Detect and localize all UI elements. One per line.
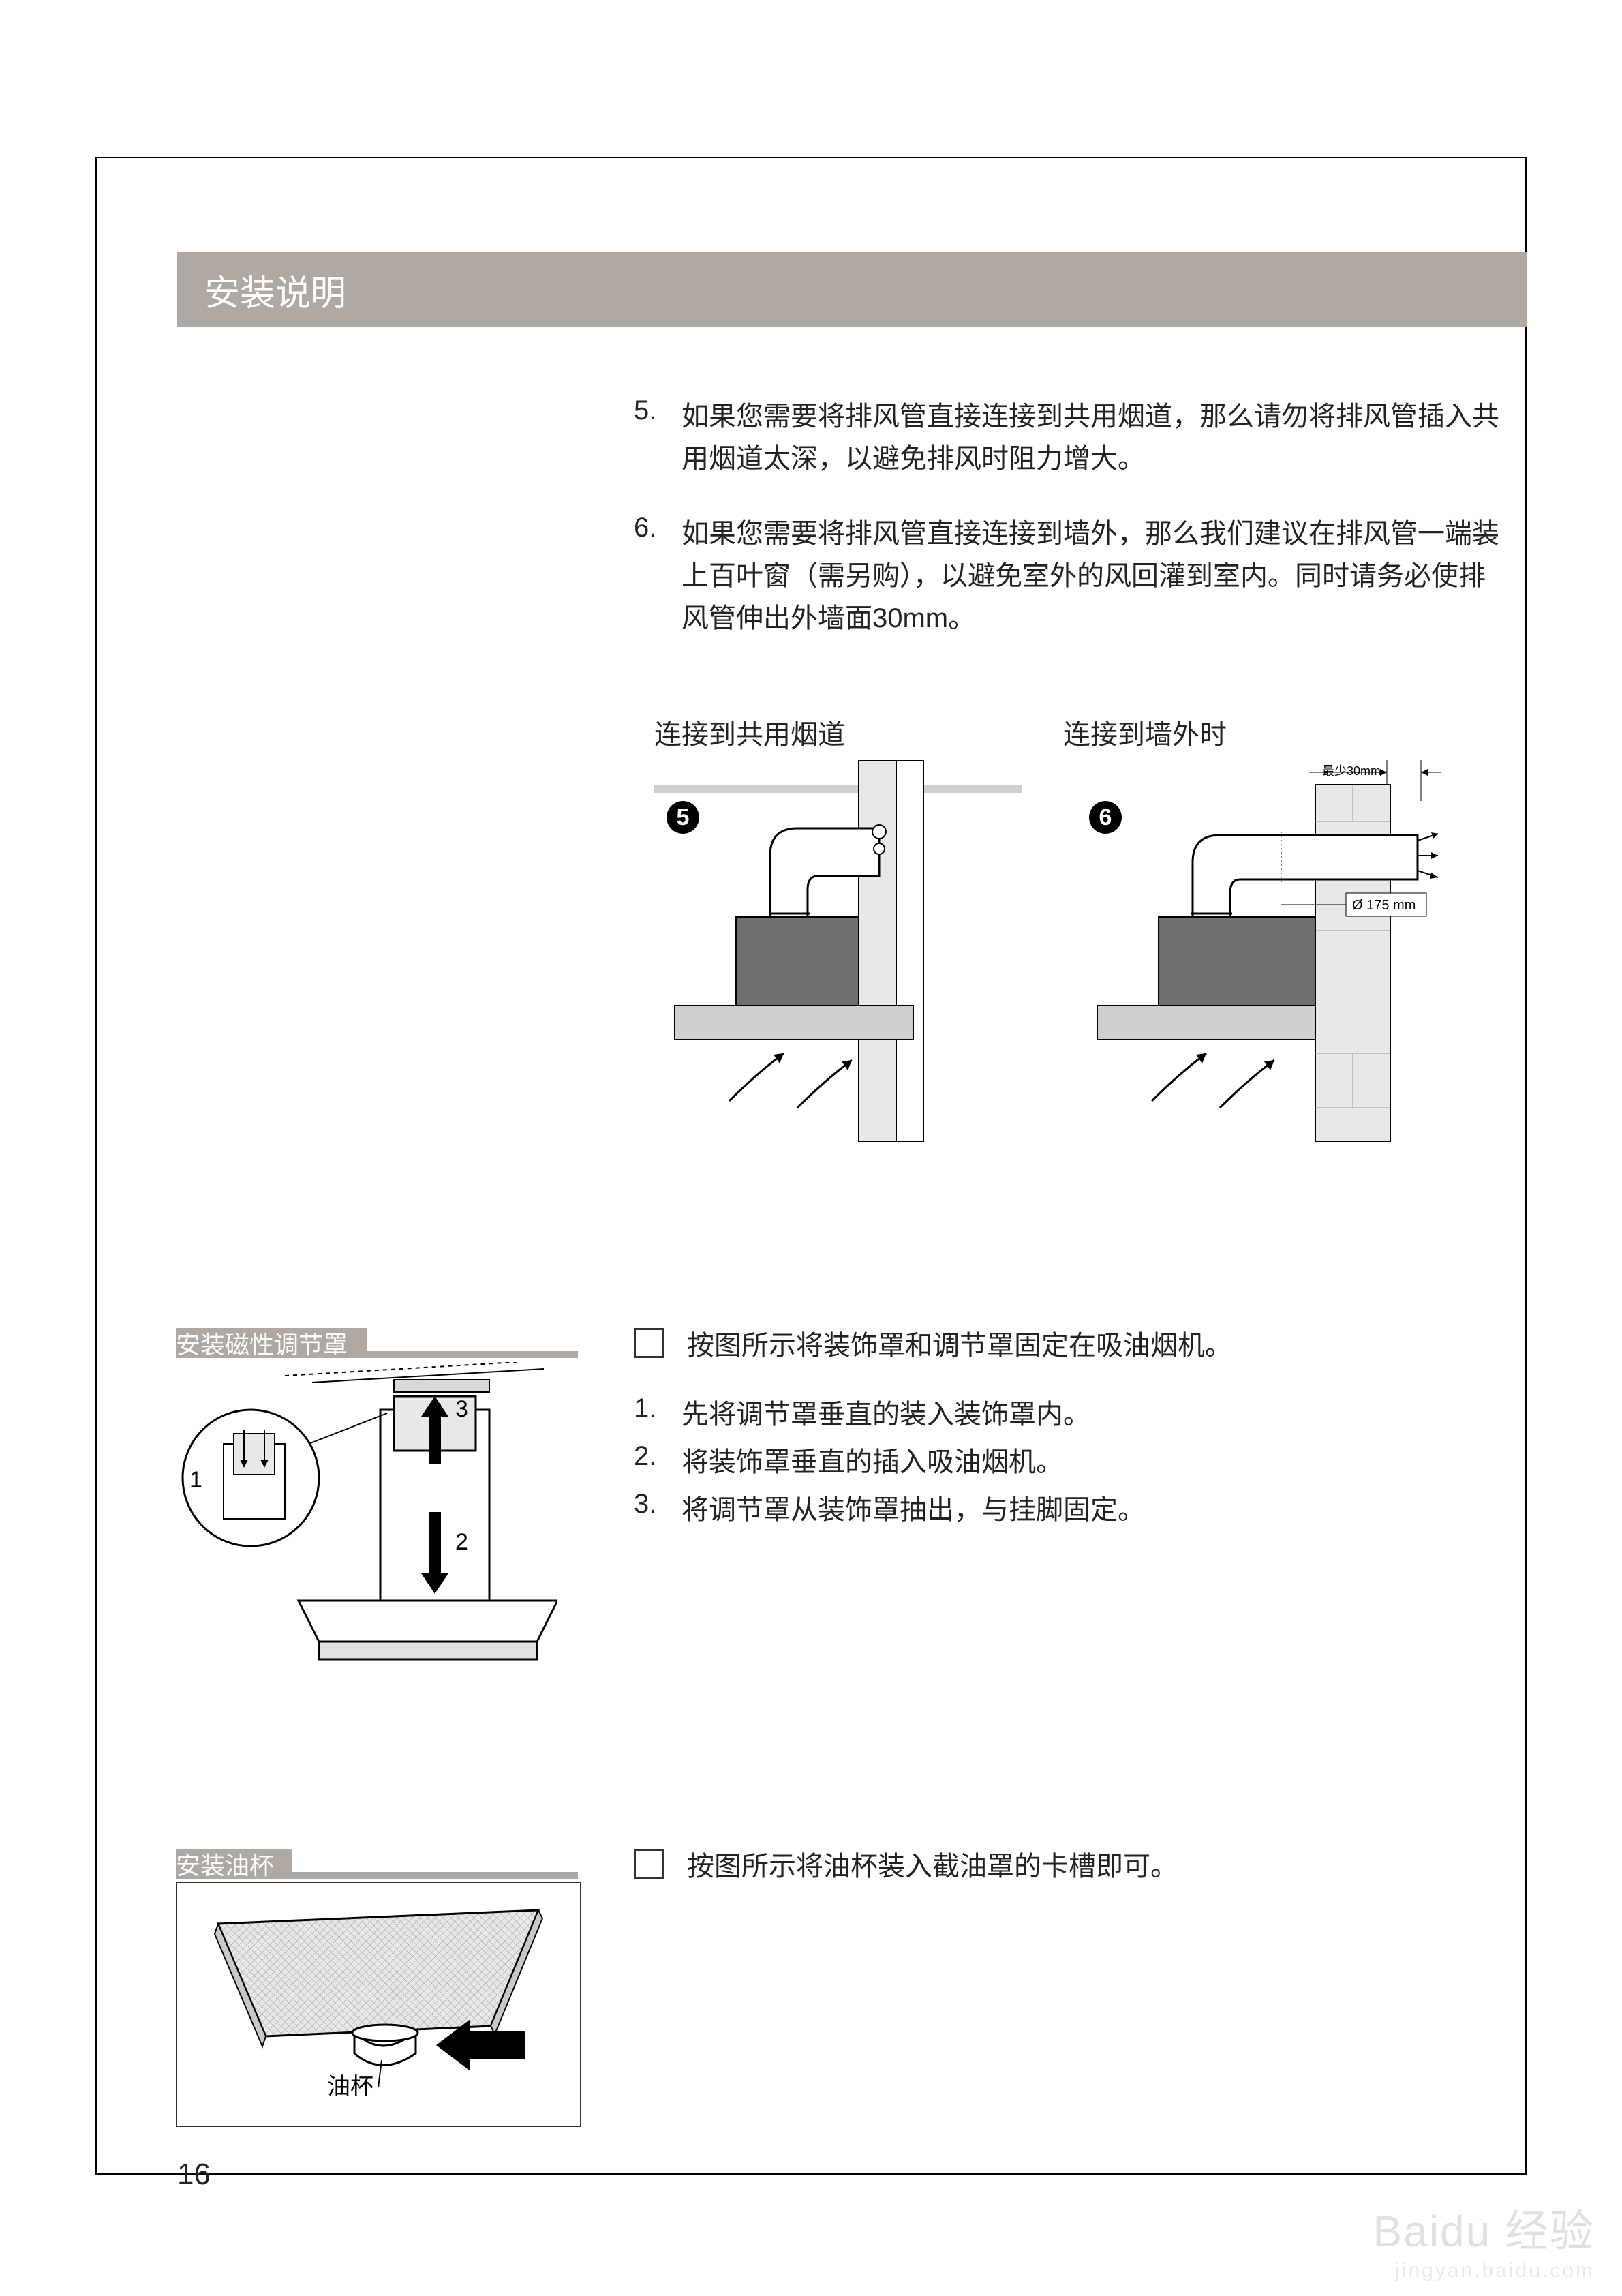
- subheader-text: 安装油杯: [176, 1846, 274, 1882]
- watermark-brand: Baidu 经验: [1373, 2196, 1595, 2259]
- diagram-row: 5 6 最少30mm: [654, 760, 1472, 1155]
- item-number: 2.: [634, 1441, 682, 1483]
- item-text: 将调节罩从装饰罩抽出，与挂脚固定。: [682, 1489, 1145, 1531]
- watermark-url: jingyan.baidu.com: [1373, 2259, 1595, 2282]
- diagram-wall: 6 最少30mm Ø 175: [1077, 760, 1445, 1142]
- illustration-cover-install: 3 2 1: [176, 1362, 557, 1676]
- diagram-badge-6: 6: [1089, 801, 1122, 834]
- bullet-text: 按图所示将油杯装入截油罩的卡槽即可。: [687, 1846, 1178, 1887]
- subheader-text: 安装磁性调节罩: [176, 1325, 348, 1361]
- list-item: 1. 先将调节罩垂直的装入装饰罩内。: [634, 1393, 1506, 1436]
- bullet-text: 按图所示将装饰罩和调节罩固定在吸油烟机。: [687, 1325, 1232, 1366]
- item-text: 将装饰罩垂直的插入吸油烟机。: [682, 1441, 1063, 1483]
- subheader-oil-cup: 安装油杯: [176, 1849, 292, 1879]
- subheader-bar: [292, 1872, 578, 1879]
- list-item: 2. 将装饰罩垂直的插入吸油烟机。: [634, 1441, 1506, 1483]
- svg-text:2: 2: [455, 1529, 468, 1555]
- diagram-badge-5: 5: [667, 801, 699, 834]
- note-min30: 最少30mm: [1322, 764, 1381, 778]
- list-item: 6. 如果您需要将排风管直接连接到墙外，那么我们建议在排风管一端装上百叶窗（需另…: [634, 513, 1506, 639]
- diagram-captions: 连接到共用烟道 连接到墙外时: [654, 712, 1458, 752]
- section-banner: 安装说明: [177, 252, 1527, 327]
- list-item: 3. 将调节罩从装饰罩抽出，与挂脚固定。: [634, 1489, 1506, 1531]
- diagram-flue: 5: [654, 760, 1022, 1142]
- diagram-caption-right: 连接到墙外时: [1063, 712, 1227, 752]
- section-title: 安装说明: [204, 265, 346, 316]
- top-list: 5. 如果您需要将排风管直接连接到共用烟道，那么请勿将排风管插入共用烟道太深，以…: [634, 395, 1506, 672]
- checkbox-icon: [634, 1849, 664, 1879]
- section3-content: 按图所示将油杯装入截油罩的卡槽即可。: [634, 1846, 1506, 1887]
- bullet-line: 按图所示将装饰罩和调节罩固定在吸油烟机。: [634, 1325, 1506, 1366]
- item-number: 1.: [634, 1393, 682, 1436]
- item-number: 5.: [634, 395, 682, 480]
- flue-svg: [654, 760, 1022, 1142]
- svg-text:1: 1: [189, 1467, 202, 1493]
- page-number: 16: [177, 2158, 211, 2192]
- item-text: 如果您需要将排风管直接连接到共用烟道，那么请勿将排风管插入共用烟道太深，以避免排…: [682, 395, 1506, 480]
- item-number: 6.: [634, 513, 682, 639]
- diagram-caption-left: 连接到共用烟道: [654, 712, 1063, 752]
- item-text: 先将调节罩垂直的装入装饰罩内。: [682, 1393, 1090, 1436]
- watermark: Baidu 经验 jingyan.baidu.com: [1373, 2196, 1595, 2282]
- subheader-bar: [367, 1351, 578, 1358]
- list-item: 5. 如果您需要将排风管直接连接到共用烟道，那么请勿将排风管插入共用烟道太深，以…: [634, 395, 1506, 480]
- svg-text:3: 3: [455, 1396, 468, 1422]
- note-diam: Ø 175 mm: [1352, 898, 1416, 913]
- item-text: 如果您需要将排风管直接连接到墙外，那么我们建议在排风管一端装上百叶窗（需另购），…: [682, 513, 1506, 639]
- item-number: 3.: [634, 1489, 682, 1531]
- wall-svg: 最少30mm Ø 175 mm: [1077, 760, 1445, 1142]
- section2-content: 按图所示将装饰罩和调节罩固定在吸油烟机。 1. 先将调节罩垂直的装入装饰罩内。 …: [634, 1325, 1506, 1537]
- checkbox-icon: [634, 1328, 664, 1358]
- subheader-magnetic-cover: 安装磁性调节罩: [176, 1328, 367, 1358]
- oil-cup-label: 油杯: [327, 2074, 373, 2100]
- bullet-line: 按图所示将油杯装入截油罩的卡槽即可。: [634, 1846, 1506, 1887]
- illustration-oil-cup: 油杯: [176, 1882, 581, 2127]
